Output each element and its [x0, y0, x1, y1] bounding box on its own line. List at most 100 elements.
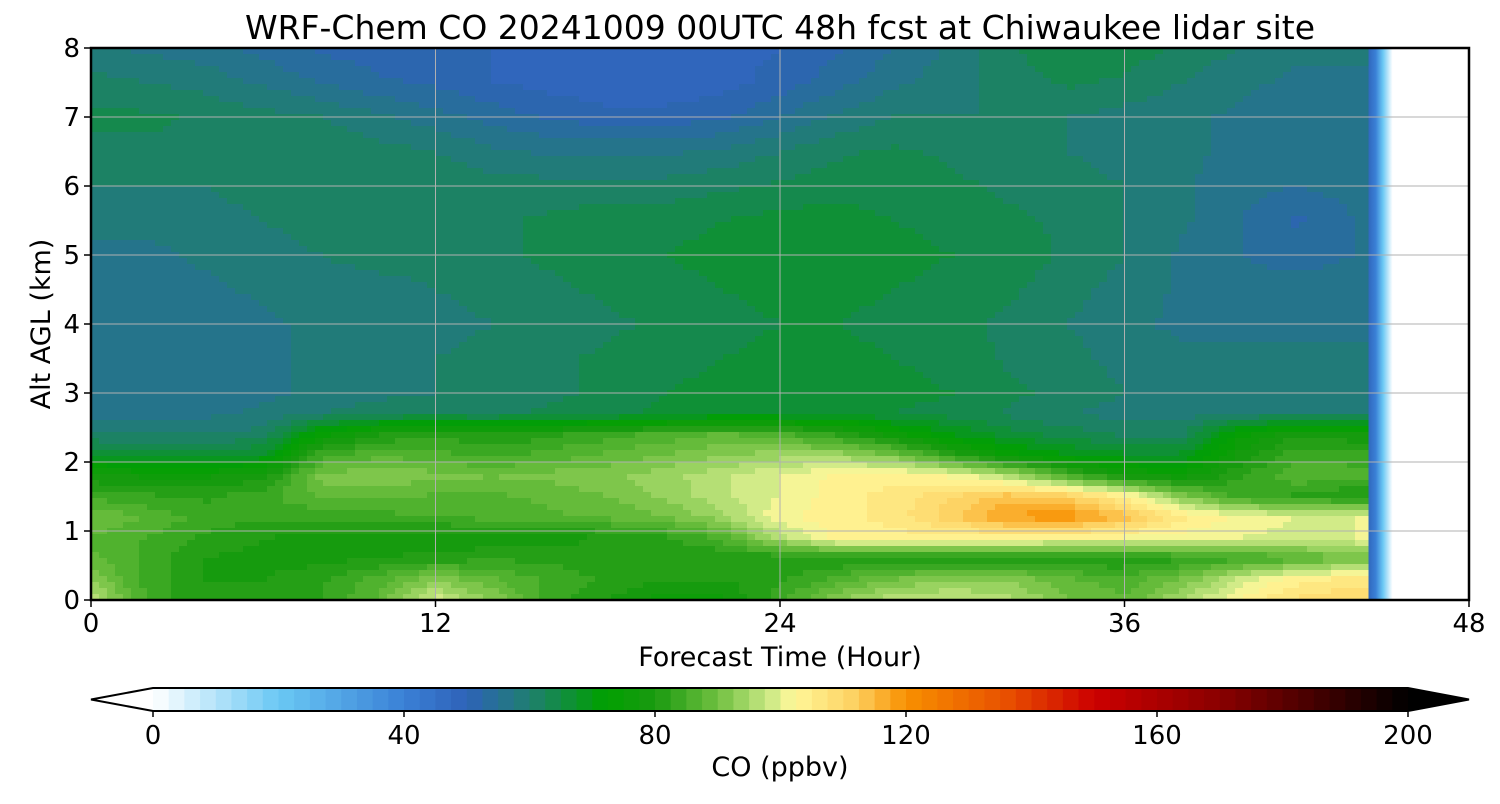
field-cell — [643, 168, 652, 175]
field-cell — [403, 156, 412, 163]
field-cell — [859, 126, 868, 133]
field-cell — [139, 108, 148, 115]
field-cell — [179, 126, 188, 133]
field-cell — [691, 72, 700, 79]
field-cell — [1251, 126, 1260, 133]
field-cell — [843, 222, 852, 229]
field-cell — [587, 186, 596, 193]
field-cell — [803, 84, 812, 91]
field-cell — [491, 132, 500, 139]
field-cell — [1203, 102, 1212, 109]
field-cell — [419, 204, 428, 211]
field-cell — [619, 48, 628, 55]
field-cell — [683, 96, 692, 103]
field-cell — [1339, 90, 1348, 97]
field-cell — [1019, 210, 1028, 217]
field-cell — [291, 162, 300, 169]
field-cell — [667, 192, 676, 199]
field-cell — [219, 144, 228, 151]
field-cell — [731, 192, 740, 199]
field-cell — [867, 228, 876, 235]
field-cell — [739, 84, 748, 91]
field-cell — [131, 102, 140, 109]
field-cell — [1203, 228, 1212, 235]
field-cell — [379, 150, 388, 157]
field-cell — [1203, 66, 1212, 73]
field-cell — [371, 102, 380, 109]
field-cell — [1171, 186, 1180, 193]
field-cell — [1323, 216, 1332, 223]
field-cell — [163, 228, 172, 235]
field-cell — [363, 108, 372, 115]
field-cell — [891, 102, 900, 109]
field-cell — [563, 186, 572, 193]
field-cell — [883, 180, 892, 187]
field-cell — [803, 222, 812, 229]
field-cell — [443, 150, 452, 157]
field-cell — [579, 198, 588, 205]
field-cell — [219, 198, 228, 205]
field-cell — [1315, 126, 1324, 133]
field-cell — [835, 228, 844, 235]
field-cell — [995, 60, 1004, 67]
field-cell — [1011, 162, 1020, 169]
field-cell — [891, 60, 900, 67]
field-cell — [899, 108, 908, 115]
field-cell — [1227, 174, 1236, 181]
field-cell — [691, 138, 700, 145]
field-cell — [707, 132, 716, 139]
field-cell — [243, 210, 252, 217]
field-cell — [179, 84, 188, 91]
field-cell — [131, 84, 140, 91]
field-cell — [251, 210, 260, 217]
field-cell — [1227, 96, 1236, 103]
field-cell — [747, 48, 756, 55]
field-cell — [971, 180, 980, 187]
field-cell — [787, 96, 796, 103]
field-cell — [275, 108, 284, 115]
field-cell — [371, 126, 380, 133]
field-cell — [283, 198, 292, 205]
field-cell — [1059, 204, 1068, 211]
field-cell — [723, 102, 732, 109]
field-cell — [1323, 78, 1332, 85]
field-cell — [619, 144, 628, 151]
field-cell — [1115, 228, 1124, 235]
field-cell — [115, 186, 124, 193]
field-cell — [795, 90, 804, 97]
field-cell — [339, 168, 348, 175]
field-cell — [347, 198, 356, 205]
field-cell — [531, 144, 540, 151]
field-cell — [1171, 96, 1180, 103]
field-cell — [187, 180, 196, 187]
field-cell — [1323, 150, 1332, 157]
field-cell — [203, 198, 212, 205]
field-cell — [187, 120, 196, 127]
field-cell — [643, 216, 652, 223]
field-cell — [691, 66, 700, 73]
field-cell — [923, 216, 932, 223]
field-cell — [483, 210, 492, 217]
field-cell — [483, 66, 492, 73]
field-cell — [483, 222, 492, 229]
field-cell — [275, 204, 284, 211]
field-cell — [803, 102, 812, 109]
field-cell — [507, 210, 516, 217]
field-cell — [1355, 162, 1364, 169]
field-cell — [339, 156, 348, 163]
field-cell — [179, 156, 188, 163]
field-cell — [211, 156, 220, 163]
field-cell — [467, 54, 476, 61]
field-cell — [1123, 222, 1132, 229]
field-cell — [619, 54, 628, 61]
field-cell — [107, 204, 116, 211]
field-cell — [419, 108, 428, 115]
field-cell — [323, 162, 332, 169]
field-cell — [355, 72, 364, 79]
field-cell — [499, 144, 508, 151]
field-cell — [1315, 132, 1324, 139]
field-cell — [323, 138, 332, 145]
field-cell — [507, 72, 516, 79]
field-cell — [515, 96, 524, 103]
field-cell — [859, 186, 868, 193]
